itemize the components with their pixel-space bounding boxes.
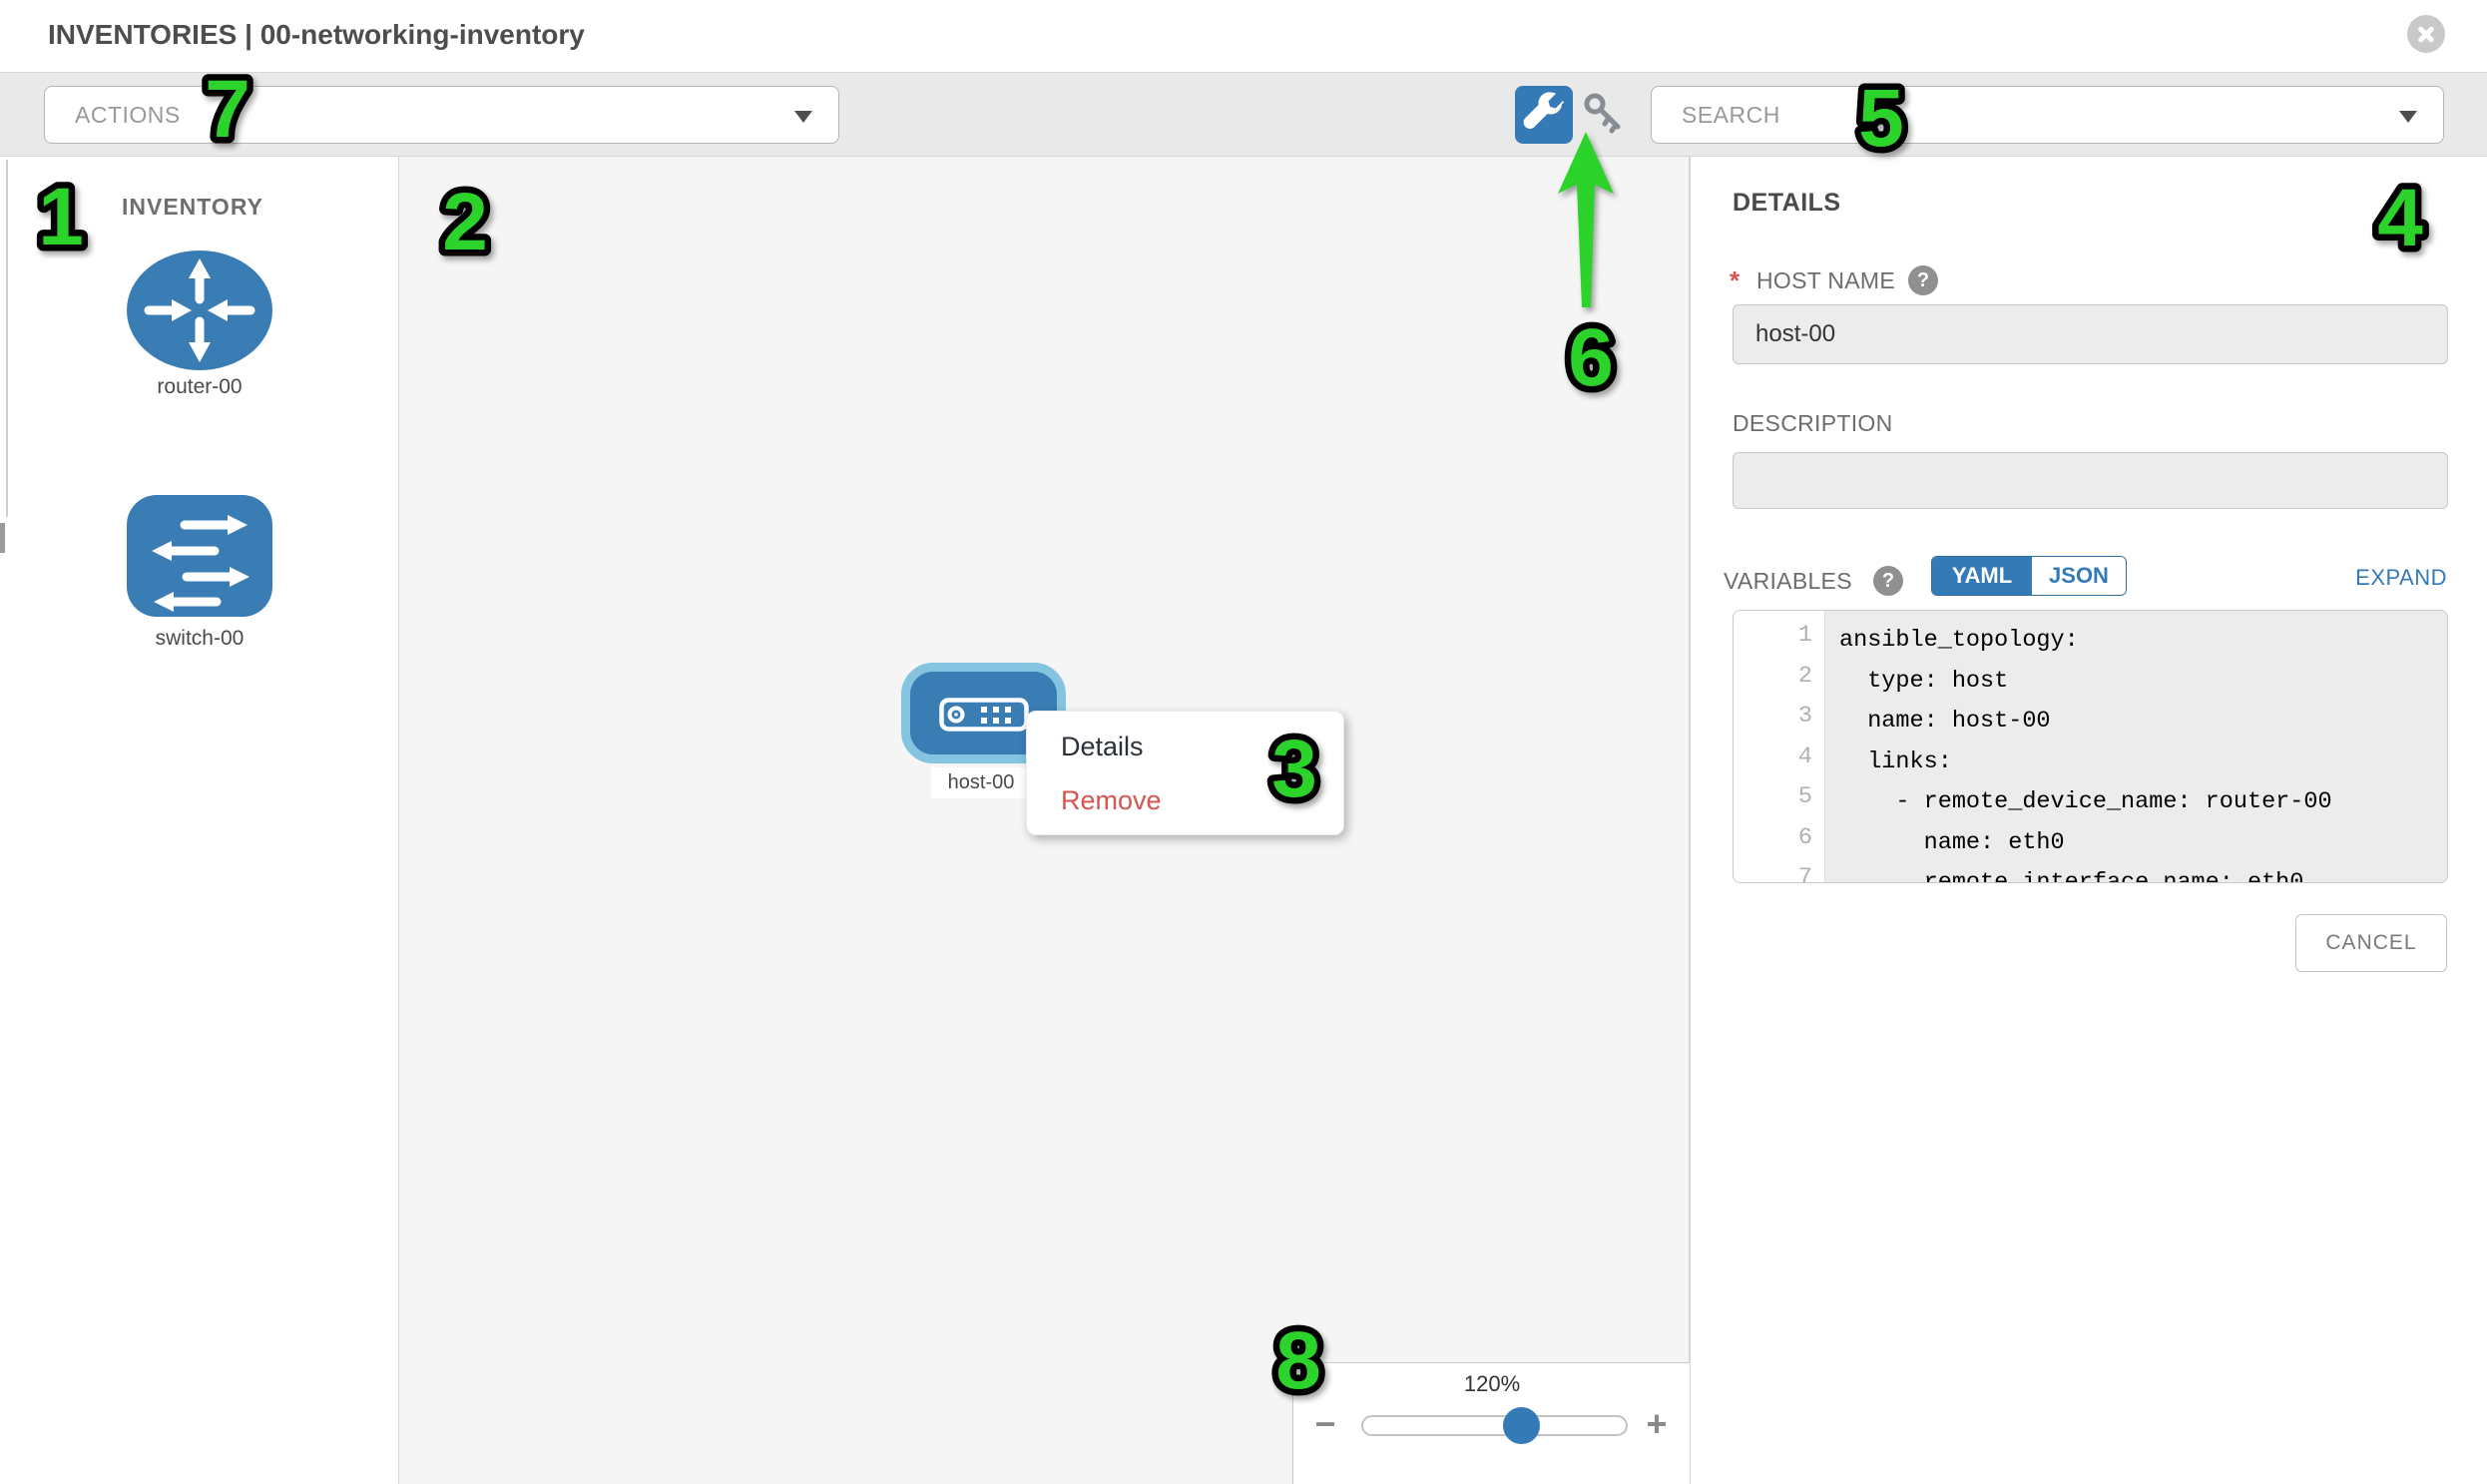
expand-link[interactable]: EXPAND (2355, 565, 2447, 590)
page-title: INVENTORIES | 00-networking-inventory (48, 19, 585, 50)
code-text: ansible_topology: (1825, 621, 2447, 662)
inventory-palette (0, 157, 399, 1484)
zoom-in-button[interactable]: + (1646, 1403, 1668, 1444)
credentials-button[interactable] (1580, 88, 1630, 142)
host-name-label: HOST NAME (1756, 267, 1896, 293)
code-text: type: host (1825, 661, 2447, 702)
search-dropdown-label: SEARCH (1682, 102, 1780, 128)
code-text: - remote_device_name: router-00 (1825, 782, 2447, 823)
header-bar: INVENTORIES | 00-networking-inventory (0, 0, 2487, 72)
cancel-button[interactable]: CANCEL (2295, 914, 2447, 972)
actions-dropdown-label: ACTIONS (75, 102, 181, 128)
code-line: 1 ansible_topology: (1734, 611, 2447, 662)
chevron-down-icon (2399, 111, 2417, 123)
variables-format-toggle: YAML JSON (1931, 556, 2127, 596)
details-panel-title: DETAILS (1733, 189, 1841, 217)
code-line: 4 links: (1734, 732, 2447, 782)
required-asterisk: * (1730, 265, 1741, 295)
inventory-palette-title: INVENTORY (122, 194, 263, 220)
code-line: 3 name: host-00 (1734, 692, 2447, 742)
zoom-level-value: 120% (1463, 1371, 1521, 1396)
context-menu-item-details[interactable]: Details (1061, 732, 1144, 761)
palette-item-label: router-00 (157, 375, 243, 398)
zoom-out-button[interactable]: − (1314, 1403, 1336, 1444)
close-button[interactable] (2407, 15, 2445, 53)
variables-label: VARIABLES (1724, 568, 1852, 594)
actions-dropdown[interactable]: ACTIONS (44, 86, 839, 144)
host-node-label: host-00 (931, 767, 1031, 798)
palette-item-label: switch-00 (155, 627, 245, 650)
code-line: 6 name: eth0 (1734, 812, 2447, 863)
host-name-input[interactable]: host-00 (1733, 304, 2448, 364)
help-icon[interactable]: ? (1873, 566, 1903, 596)
sidebar-scrollbar-track (6, 160, 8, 517)
switch-icon[interactable] (127, 495, 272, 617)
sidebar-scrollbar-thumb[interactable] (0, 523, 5, 553)
code-line: 5 - remote_device_name: router-00 (1734, 772, 2447, 823)
node-context-menu: Details Remove (1026, 711, 1344, 835)
search-dropdown[interactable]: SEARCH (1651, 86, 2444, 144)
tab-yaml[interactable]: YAML (1932, 557, 2032, 595)
code-line: 2 type: host (1734, 651, 2447, 702)
code-text: remote_interface_name: eth0 (1825, 863, 2447, 882)
code-text: links: (1825, 742, 2447, 782)
zoom-slider-thumb[interactable] (1503, 1407, 1540, 1444)
zoom-control-panel: 120% − + (1292, 1362, 1690, 1484)
wrench-icon (1523, 92, 1564, 129)
help-icon[interactable]: ? (1908, 265, 1938, 295)
code-text: name: eth0 (1825, 822, 2447, 863)
zoom-slider-track[interactable] (1361, 1415, 1628, 1436)
variables-code-editor[interactable]: 1 ansible_topology: 2 type: host 3 name:… (1733, 610, 2448, 883)
context-menu-item-remove[interactable]: Remove (1061, 785, 1162, 815)
toolbar: ACTIONS SEARCH (0, 72, 2487, 157)
description-label: DESCRIPTION (1733, 410, 1893, 436)
router-icon[interactable] (126, 249, 273, 371)
tab-json[interactable]: JSON (2032, 557, 2126, 595)
key-icon (1584, 93, 1621, 134)
code-line: 7 remote_interface_name: eth0 (1734, 853, 2447, 882)
description-input[interactable] (1733, 452, 2448, 509)
chevron-down-icon (794, 111, 812, 123)
line-number: 7 (1734, 853, 1825, 882)
tools-button[interactable] (1515, 86, 1573, 144)
code-text: name: host-00 (1825, 702, 2447, 742)
host-device-icon (939, 698, 1029, 732)
